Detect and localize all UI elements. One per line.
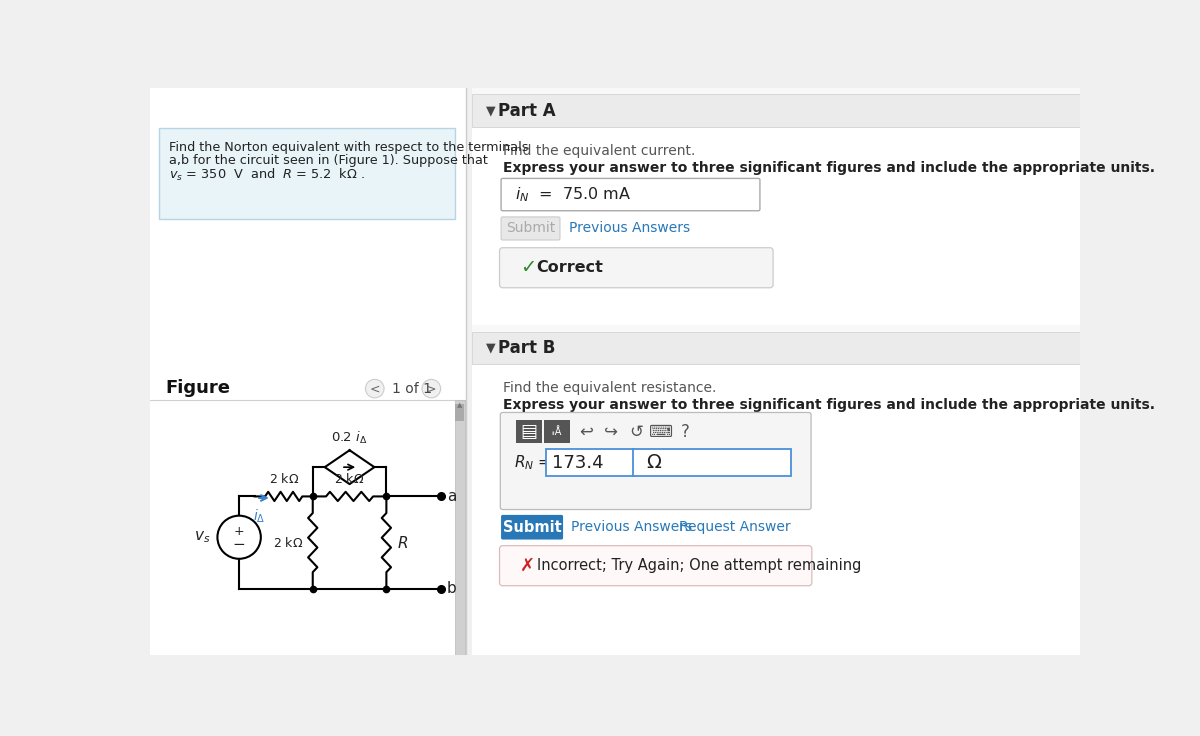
Text: 2 k$\Omega$: 2 k$\Omega$: [274, 536, 304, 550]
Text: Submit: Submit: [506, 222, 556, 236]
Text: Part B: Part B: [498, 339, 556, 357]
FancyBboxPatch shape: [502, 515, 563, 539]
Text: ▼: ▼: [486, 105, 496, 117]
Text: Express your answer to three significant figures and include the appropriate uni: Express your answer to three significant…: [503, 160, 1154, 174]
Text: Correct: Correct: [536, 261, 604, 275]
Text: 173.4: 173.4: [552, 453, 604, 472]
Text: Find the equivalent resistance.: Find the equivalent resistance.: [503, 381, 716, 395]
FancyBboxPatch shape: [455, 404, 464, 421]
Text: >: >: [426, 382, 437, 395]
Text: b: b: [446, 581, 456, 596]
Text: $i_N$  =  75.0 mA: $i_N$ = 75.0 mA: [515, 185, 631, 204]
FancyBboxPatch shape: [632, 449, 791, 476]
FancyBboxPatch shape: [502, 217, 560, 240]
Text: $R_N$ =: $R_N$ =: [515, 453, 551, 472]
Text: $v_s$ = 350  V  and  $R$ = 5.2  k$\Omega$ .: $v_s$ = 350 V and $R$ = 5.2 k$\Omega$ .: [169, 167, 365, 183]
FancyBboxPatch shape: [160, 128, 455, 219]
Text: ?: ?: [682, 422, 690, 441]
Text: Submit: Submit: [503, 520, 562, 535]
Text: a,b for the circuit seen in (Figure 1). Suppose that: a,b for the circuit seen in (Figure 1). …: [169, 154, 488, 167]
Text: ▲: ▲: [456, 403, 462, 408]
FancyBboxPatch shape: [472, 94, 1080, 127]
Text: ▼: ▼: [486, 342, 496, 354]
Text: ↪: ↪: [604, 422, 618, 441]
Circle shape: [366, 379, 384, 398]
Text: −: −: [233, 537, 246, 553]
Circle shape: [422, 379, 440, 398]
Text: ▤: ▤: [521, 422, 538, 441]
FancyBboxPatch shape: [546, 449, 635, 476]
FancyBboxPatch shape: [544, 420, 570, 443]
Text: ↩: ↩: [580, 422, 593, 441]
Text: 2 k$\Omega$: 2 k$\Omega$: [335, 473, 365, 486]
Text: ᵢᵢÅ: ᵢᵢÅ: [552, 427, 562, 436]
Text: Request Answer: Request Answer: [679, 520, 791, 534]
Circle shape: [217, 516, 260, 559]
FancyBboxPatch shape: [150, 88, 466, 655]
FancyBboxPatch shape: [472, 364, 1080, 672]
FancyBboxPatch shape: [500, 412, 811, 509]
Text: Find the equivalent current.: Find the equivalent current.: [503, 144, 695, 158]
Text: Find the Norton equivalent with respect to the terminals: Find the Norton equivalent with respect …: [169, 141, 529, 154]
Text: Part A: Part A: [498, 102, 556, 120]
Text: ↺: ↺: [629, 422, 643, 441]
Text: Figure: Figure: [166, 379, 230, 397]
Text: <: <: [370, 382, 380, 395]
Text: Previous Answers: Previous Answers: [571, 520, 692, 534]
Text: +: +: [234, 525, 245, 537]
FancyBboxPatch shape: [502, 178, 760, 210]
Text: Ω: Ω: [646, 453, 661, 472]
FancyBboxPatch shape: [516, 420, 542, 443]
FancyBboxPatch shape: [472, 332, 1080, 364]
Text: a: a: [446, 489, 456, 504]
Text: Express your answer to three significant figures and include the appropriate uni: Express your answer to three significant…: [503, 398, 1154, 412]
Text: $v_s$: $v_s$: [193, 529, 210, 545]
Text: Previous Answers: Previous Answers: [569, 222, 690, 236]
Text: ✓: ✓: [520, 258, 536, 277]
Text: $R$: $R$: [397, 534, 408, 551]
FancyBboxPatch shape: [499, 248, 773, 288]
Text: 0.2 $i_\Delta$: 0.2 $i_\Delta$: [331, 431, 367, 446]
Text: $i_\Delta$: $i_\Delta$: [253, 507, 265, 525]
Text: ⌨: ⌨: [649, 422, 673, 441]
FancyBboxPatch shape: [472, 127, 1080, 325]
Text: ✗: ✗: [520, 556, 535, 575]
Text: 2 k$\Omega$: 2 k$\Omega$: [269, 473, 299, 486]
Text: 1 of 1: 1 of 1: [391, 382, 432, 396]
FancyBboxPatch shape: [499, 545, 812, 586]
FancyBboxPatch shape: [472, 88, 1080, 655]
Text: Incorrect; Try Again; One attempt remaining: Incorrect; Try Again; One attempt remain…: [536, 558, 862, 573]
FancyBboxPatch shape: [455, 400, 464, 655]
